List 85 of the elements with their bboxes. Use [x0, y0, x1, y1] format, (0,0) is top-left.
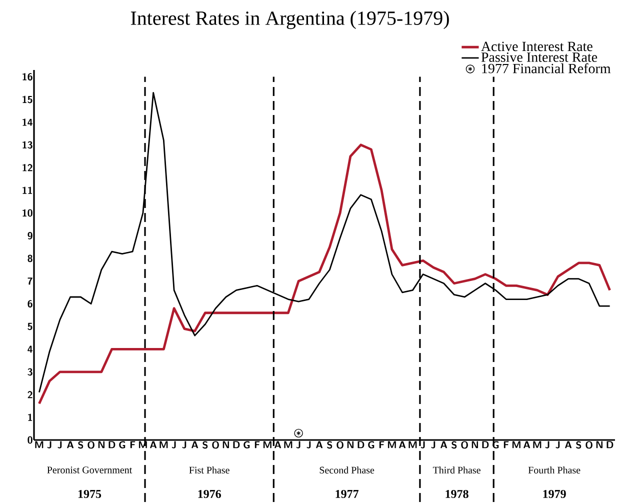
x-tick-label: O — [212, 441, 219, 449]
x-tick-label: J — [296, 441, 300, 448]
x-tick-label: M — [533, 441, 542, 448]
x-tick-label: J — [182, 441, 186, 448]
chart-title: Interest Rates in Argentina (1975-1979) — [130, 10, 449, 30]
x-tick-label: F — [254, 441, 260, 448]
x-tick-label: M — [160, 441, 168, 448]
text: Third Phase — [432, 466, 480, 474]
x-tick-label: A — [440, 441, 448, 448]
text: 1977 — [336, 490, 359, 498]
y-tick-label: 0 — [28, 436, 32, 444]
legend-label: Active Interest Rate — [481, 42, 592, 52]
text: 1976 — [198, 490, 221, 498]
x-tick-label: S — [202, 441, 208, 449]
x-tick-label: J — [47, 441, 52, 448]
y-tick-label: 4 — [28, 346, 32, 353]
y-tick-label: 2 — [28, 391, 32, 398]
text: Fist Phase — [189, 466, 230, 474]
x-tick-label: M — [35, 441, 44, 448]
x-tick-label: O — [586, 441, 592, 449]
x-tick-label: S — [327, 441, 332, 449]
x-tick-label: D — [606, 441, 614, 448]
y-tick-label: 6 — [28, 300, 32, 308]
text: Second Phase — [320, 466, 374, 474]
x-tick-label: N — [347, 441, 354, 448]
y-tick-label: 11 — [22, 186, 32, 194]
x-tick-label: G — [244, 441, 250, 448]
x-tick-label: M — [512, 441, 520, 448]
y-tick-label: 14 — [22, 118, 32, 126]
x-tick-label: O — [88, 441, 94, 449]
legend-label: 1977 Financial Reform — [482, 63, 611, 74]
y-tick-label: 12 — [22, 164, 32, 172]
y-tick-label: 7 — [28, 278, 32, 285]
x-tick-label: F — [504, 441, 509, 448]
text: 1975 — [78, 490, 102, 498]
x-tick-label: A — [274, 441, 282, 448]
x-tick-label: A — [67, 441, 74, 448]
x-tick-label: A — [399, 441, 406, 448]
x-tick-label: M — [408, 441, 417, 448]
x-tick-label: J — [556, 441, 560, 448]
x-tick-label: N — [472, 441, 478, 448]
x-tick-label: A — [192, 441, 198, 448]
text: Fourth Phase — [528, 466, 580, 474]
y-tick-label: 1 — [28, 414, 32, 421]
x-tick-label: S — [576, 441, 582, 449]
legend-label: Passive Interest Rate — [481, 52, 598, 62]
x-tick-label: N — [596, 441, 602, 448]
x-tick-label: O — [336, 441, 344, 449]
text: Peronist Government — [47, 466, 132, 474]
y-tick-label: 8 — [28, 254, 32, 262]
x-tick-label: J — [58, 441, 62, 448]
x-tick-label: D — [482, 441, 489, 448]
text: 1979 — [543, 490, 566, 498]
y-tick-label: 13 — [22, 141, 32, 149]
y-tick-label: 9 — [28, 232, 32, 240]
x-tick-label: A — [150, 441, 157, 448]
y-tick-label: 16 — [22, 73, 32, 80]
x-tick-label: F — [379, 441, 384, 448]
y-tick-label: 10 — [22, 209, 32, 217]
y-tick-label: 5 — [28, 322, 32, 330]
x-tick-label: N — [98, 441, 104, 448]
x-tick-label: S — [78, 441, 84, 449]
text: 1978 — [446, 490, 468, 498]
x-tick-label: A — [565, 441, 572, 448]
x-tick-label: G — [119, 441, 126, 448]
x-tick-label: A — [524, 441, 530, 448]
x-tick-label: M — [284, 441, 292, 448]
x-tick-label: D — [233, 441, 240, 448]
x-tick-label: M — [388, 441, 396, 448]
x-tick-label: J — [172, 441, 176, 448]
y-tick-label: 3 — [28, 368, 32, 376]
x-tick-label: M — [263, 441, 272, 448]
x-tick-label: G — [368, 441, 374, 448]
x-tick-label: F — [130, 441, 136, 448]
x-tick-label: S — [452, 441, 457, 449]
x-tick-label: J — [420, 441, 425, 448]
x-tick-label: J — [545, 441, 550, 448]
x-tick-label: A — [316, 441, 323, 448]
y-tick-label: 15 — [22, 96, 32, 104]
x-tick-label: O — [461, 441, 468, 449]
x-tick-label: N — [222, 441, 229, 448]
x-tick-label: D — [358, 441, 364, 448]
x-tick-label: J — [431, 441, 436, 448]
x-tick-label: J — [306, 441, 311, 448]
x-tick-label: D — [108, 441, 116, 448]
